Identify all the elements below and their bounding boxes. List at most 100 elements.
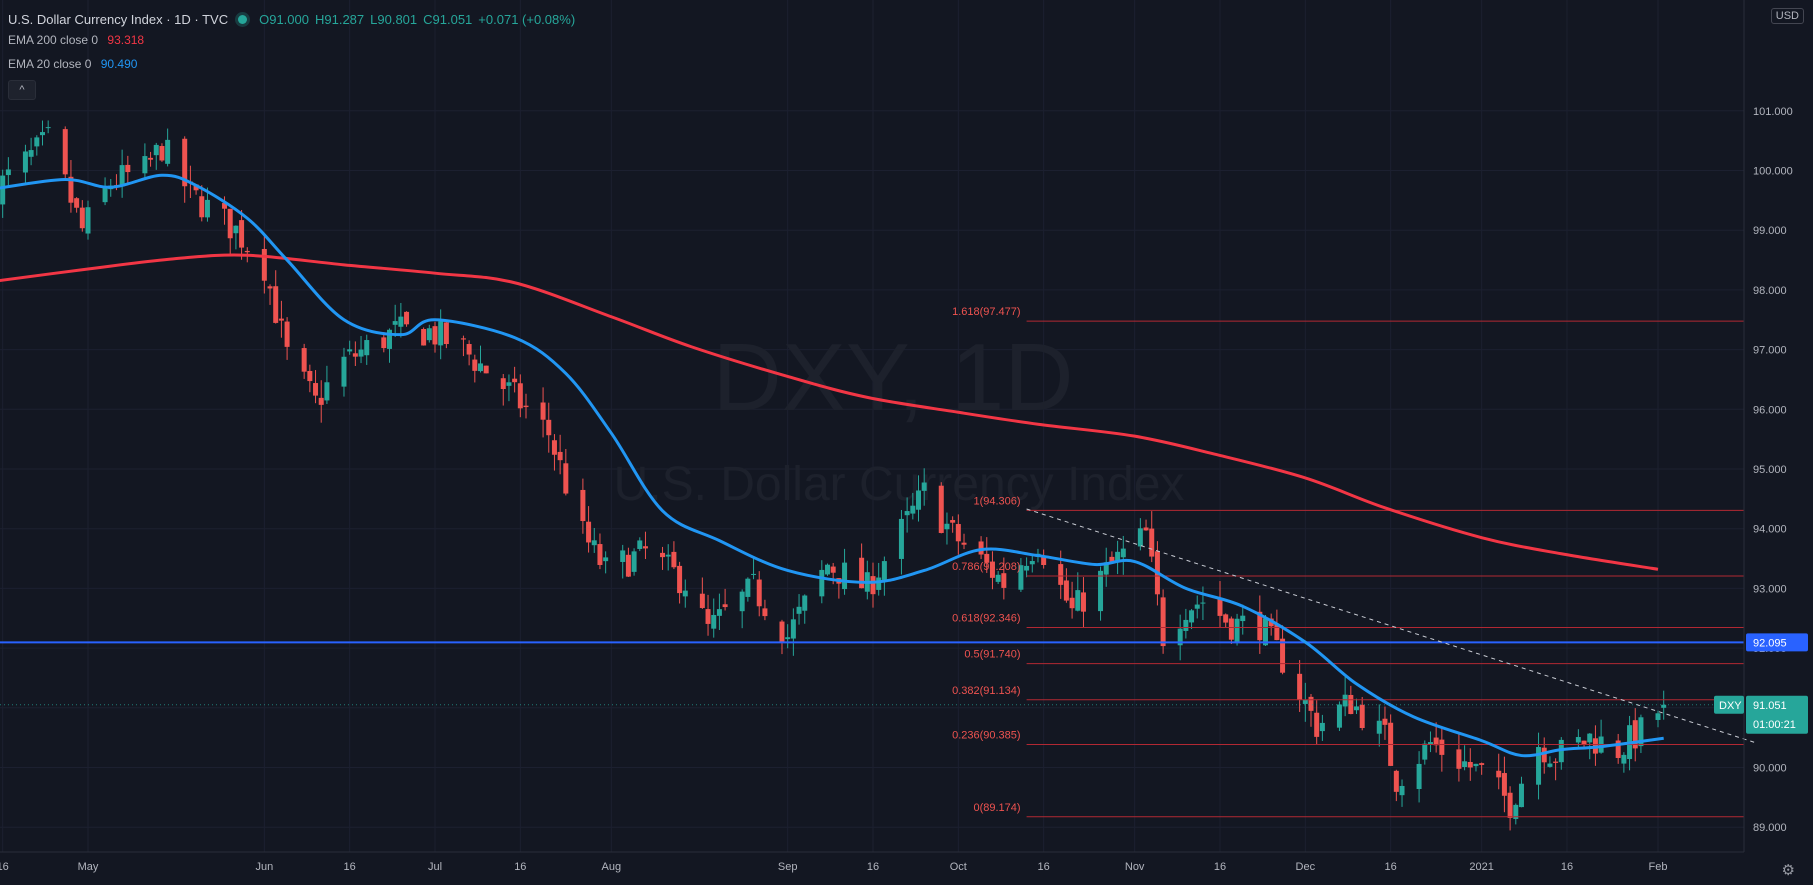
candle-body — [392, 321, 398, 325]
candle-body — [386, 329, 392, 349]
candle-body — [278, 318, 284, 321]
candle-body — [921, 482, 927, 491]
collapse-legend-button[interactable]: ^ — [8, 80, 36, 100]
watermark-name: U.S. Dollar Currency Index — [614, 458, 1185, 511]
fib-level-label: 1.618(97.477) — [952, 306, 1021, 318]
y-tick-label: 94.000 — [1753, 524, 1787, 536]
ema20-line — [0, 173, 1664, 758]
x-tick-label: Oct — [950, 861, 967, 873]
candle-body — [1302, 699, 1308, 704]
candle-body — [1479, 763, 1485, 765]
candle-body — [625, 554, 631, 577]
candle-body — [1319, 722, 1325, 732]
candle-body — [1263, 618, 1268, 646]
last-price-tag — [1746, 695, 1808, 734]
ema20-label: EMA 20 close 0 — [8, 57, 92, 71]
candle-body — [802, 595, 808, 611]
candle-body — [1473, 763, 1479, 767]
candle-body — [1462, 761, 1468, 768]
candle-body — [910, 505, 916, 514]
candle-body — [22, 151, 28, 173]
x-tick-label: Aug — [602, 861, 622, 873]
candle-body — [381, 337, 387, 349]
candle-body — [876, 577, 882, 590]
candle-body — [506, 382, 512, 386]
x-tick-label: 16 — [867, 861, 879, 873]
candle-body — [591, 540, 597, 546]
candle-body — [1467, 761, 1473, 768]
candle-body — [751, 573, 757, 575]
candle-body — [0, 175, 6, 205]
candle-body — [1456, 749, 1462, 769]
candle-body — [239, 220, 245, 248]
x-tick-label: 16 — [514, 861, 526, 873]
candle-body — [1427, 742, 1433, 745]
symbol-title[interactable]: U.S. Dollar Currency Index · 1D · TVC — [8, 11, 229, 27]
candle-body — [705, 609, 711, 624]
candle-body — [1376, 720, 1382, 734]
candle-body — [1581, 740, 1587, 745]
candle-body — [711, 614, 717, 629]
candles — [0, 120, 1667, 831]
candle-body — [984, 553, 990, 563]
candle-body — [665, 554, 671, 557]
candle-body — [620, 550, 626, 562]
candle-body — [165, 139, 171, 164]
candle-body — [1359, 704, 1365, 728]
y-tick-label: 100.000 — [1753, 166, 1793, 178]
candle-body — [944, 523, 950, 530]
candle-body — [1063, 580, 1069, 601]
candle-body — [227, 208, 233, 239]
candle-body — [1024, 565, 1030, 571]
ema20-legend[interactable]: EMA 20 close 0 90.490 — [8, 57, 137, 71]
candle-body — [762, 608, 768, 617]
candle-body — [244, 250, 250, 253]
candle-body — [1109, 556, 1115, 562]
candle-body — [68, 176, 74, 203]
candle-body — [1234, 618, 1240, 644]
candle-body — [39, 132, 45, 136]
gear-icon[interactable]: ⚙ — [1781, 862, 1795, 879]
candle-body — [119, 165, 125, 187]
candle-body — [347, 349, 353, 352]
candle-body — [1553, 761, 1559, 763]
currency-button[interactable]: USD — [1770, 8, 1804, 24]
candle-body — [1587, 733, 1593, 743]
ema200-legend[interactable]: EMA 200 close 0 93.318 — [8, 33, 144, 47]
symbol-tag-label: DXY — [1719, 700, 1742, 712]
candle-body — [28, 150, 34, 157]
high-value: H91.287 — [314, 11, 365, 27]
candle-body — [426, 328, 432, 341]
candle-body — [261, 248, 267, 281]
candle-body — [125, 164, 131, 173]
fib-level-label: 0.236(90.385) — [952, 730, 1021, 742]
candle-body — [404, 311, 410, 325]
candle-body — [1177, 628, 1183, 646]
symbol-tag — [1714, 695, 1744, 714]
candle-body — [950, 520, 956, 523]
candle-body — [1439, 739, 1445, 755]
candle-body — [1189, 610, 1195, 623]
candle-body — [1547, 763, 1553, 767]
candle-body — [301, 348, 307, 372]
candle-body — [1029, 561, 1035, 565]
candle-body — [102, 186, 108, 203]
candle-body — [1228, 618, 1234, 640]
y-tick-label: 95.000 — [1753, 464, 1787, 476]
candle-body — [580, 489, 586, 522]
candle-body — [1297, 673, 1303, 700]
candle-body — [1393, 770, 1399, 792]
candle-body — [642, 546, 648, 549]
candle-body — [904, 511, 910, 516]
candle-body — [779, 621, 785, 643]
candle-body — [1240, 615, 1246, 622]
candle-body — [881, 561, 887, 580]
bar-countdown-label: 01:00:21 — [1753, 719, 1796, 731]
fib-level-label: 0.5(91.740) — [964, 649, 1020, 661]
candle-body — [85, 207, 91, 234]
candle-body — [859, 557, 865, 589]
candle-body — [1314, 712, 1320, 737]
candle-body — [267, 286, 273, 289]
